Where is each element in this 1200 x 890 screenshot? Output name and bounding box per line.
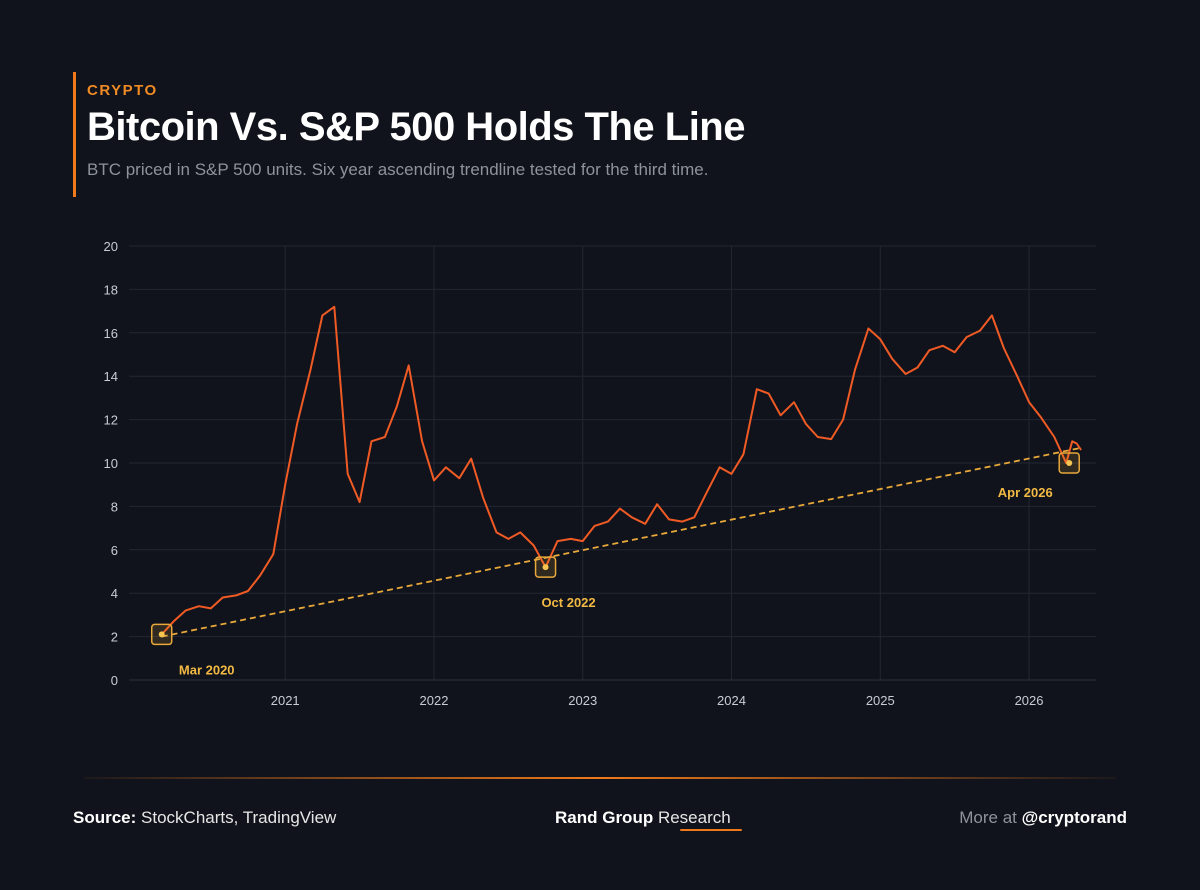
- header: CRYPTO Bitcoin Vs. S&P 500 Holds The Lin…: [73, 72, 745, 197]
- brand-underline: [680, 829, 742, 831]
- x-tick-label: 2026: [1015, 693, 1044, 708]
- series-line: [160, 305, 1082, 636]
- y-tick-label: 0: [111, 673, 118, 688]
- x-tick-label: 2023: [568, 693, 597, 708]
- footer-divider: [84, 777, 1116, 779]
- y-tick-label: 18: [104, 282, 118, 297]
- series-layer: [160, 305, 1082, 636]
- x-tick-label: 2024: [717, 693, 746, 708]
- more-label: More at: [959, 808, 1017, 827]
- trendline-layer: [161, 446, 1082, 638]
- y-tick-label: 14: [104, 369, 118, 384]
- x-axis-ticks: 2021 2022 2023 2024 2025 2026: [271, 693, 1044, 708]
- brand-bold: Rand Group: [555, 808, 654, 827]
- category-kicker: CRYPTO: [87, 82, 158, 99]
- source-label: Source:: [73, 808, 137, 827]
- annotation-point: [1066, 460, 1073, 466]
- y-tick-label: 12: [104, 413, 118, 428]
- source-credit: Source: StockCharts, TradingView: [73, 808, 336, 828]
- y-tick-label: 20: [104, 239, 118, 254]
- annotation-point: [158, 631, 165, 638]
- y-axis-ticks: 0 2 4 6 8 10 12 14 16 18 20: [104, 239, 118, 688]
- social-handle[interactable]: @cryptorand: [1021, 808, 1127, 827]
- annotation-label: Mar 2020: [179, 662, 235, 677]
- brand-logo: Rand Group Research: [555, 808, 731, 828]
- more-at[interactable]: More at @cryptorand: [959, 808, 1127, 828]
- annotation-label: Oct 2022: [541, 595, 595, 610]
- y-tick-label: 10: [104, 456, 118, 471]
- annotations-layer: Mar 2020 Oct 2022 Apr 2026: [150, 452, 1080, 677]
- y-tick-label: 6: [111, 543, 118, 558]
- y-tick-label: 4: [111, 586, 118, 601]
- brand-regular: Research: [657, 808, 731, 827]
- page-subtitle: BTC priced in S&P 500 units. Six year as…: [87, 160, 709, 179]
- page-title: Bitcoin Vs. S&P 500 Holds The Line: [87, 105, 745, 149]
- chart-grid: [129, 245, 1096, 681]
- annotation-point: [542, 564, 549, 571]
- y-tick-label: 16: [104, 326, 118, 341]
- source-value: StockCharts, TradingView: [141, 808, 337, 827]
- y-tick-label: 8: [111, 499, 118, 514]
- trendline: [161, 446, 1082, 638]
- x-tick-label: 2025: [866, 693, 895, 708]
- x-tick-label: 2022: [420, 693, 449, 708]
- y-tick-label: 2: [111, 630, 118, 645]
- annotation-label: Apr 2026: [998, 485, 1053, 500]
- x-tick-label: 2021: [271, 693, 300, 708]
